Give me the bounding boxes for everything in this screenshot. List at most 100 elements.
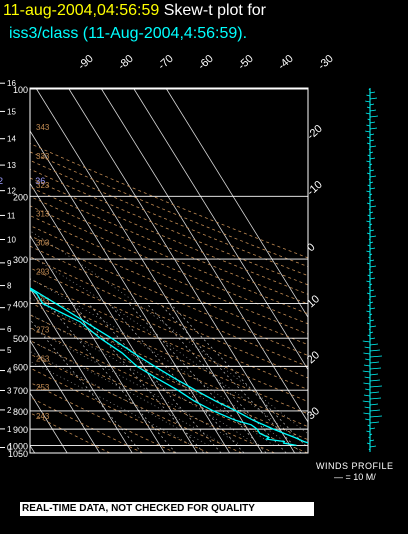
wind-barb: [369, 241, 374, 244]
dry-adiabat-line: [30, 327, 308, 453]
wind-barb: [368, 226, 371, 229]
mixing-ratio-label: 36: [35, 176, 45, 186]
wind-barb: [368, 436, 371, 439]
axis-labels: 1002003004005006007008009001000105001234…: [0, 53, 336, 459]
wind-barb: [366, 142, 371, 145]
wind-barb: [369, 433, 373, 436]
altitude-tick-label: 5: [7, 346, 12, 355]
isotherm-line: [0, 89, 2, 453]
wind-barb: [369, 331, 374, 334]
wind-barb: [367, 214, 371, 217]
wind-barb: [367, 424, 371, 427]
dry-adiabat-line: [30, 205, 308, 325]
theta-label-left: 293: [36, 268, 50, 277]
dry-adiabat-line: [30, 256, 308, 379]
theta-label-left: 263: [36, 354, 50, 363]
wind-barb: [368, 196, 371, 199]
wind-barb: [366, 310, 371, 313]
wind-barb: [369, 199, 375, 202]
wind-barb: [369, 385, 383, 388]
wind-barb: [369, 247, 376, 250]
wind-barb: [366, 430, 371, 433]
altitude-tick-label: 1: [7, 425, 12, 434]
wind-barb: [369, 343, 379, 346]
wind-barb: [369, 391, 380, 394]
isobar-lines: [30, 88, 308, 454]
wind-barb: [369, 235, 377, 238]
wind-barb: [369, 223, 373, 226]
wind-barb: [362, 340, 371, 343]
wind-barb: [369, 109, 377, 112]
isotherm-label-right: 0: [305, 241, 318, 254]
wind-barb: [365, 130, 371, 133]
altitude-tick-label: 6: [7, 325, 12, 334]
sounding-traces: [30, 287, 308, 447]
wind-barb: [369, 319, 375, 322]
isotherm-label-top: -60: [196, 53, 216, 73]
wind-barb: [369, 139, 375, 142]
altitude-tick-label: 3: [7, 386, 12, 395]
wind-barb: [368, 268, 371, 271]
chart-subtitle: iss3/class (11-Aug-2004,4:56:59).: [9, 25, 248, 42]
wind-profile: [362, 88, 383, 452]
plot-border: [29, 87, 309, 454]
chart-title: 11-aug-2004,04:56:59 Skew-t plot for: [3, 2, 266, 20]
wind-barb: [369, 181, 374, 184]
pressure-tick-label: 400: [13, 300, 28, 310]
wind-barb: [366, 202, 371, 205]
isotherm-line: [30, 339, 101, 453]
wind-barb: [369, 151, 374, 154]
wind-barb: [369, 439, 375, 442]
wind-barb: [369, 445, 377, 448]
temperature-line: [30, 287, 308, 444]
wind-barb: [367, 304, 371, 307]
title-timestamp: 11-aug-2004,04:56:59: [3, 2, 160, 19]
wind-barb: [369, 349, 381, 352]
wind-barb: [369, 277, 376, 280]
wind-barb: [368, 208, 371, 211]
wind-barb: [369, 313, 373, 316]
wind-barb: [369, 421, 380, 424]
wind-barb: [369, 103, 375, 106]
altitude-tick-label: 8: [7, 282, 12, 291]
wind-barb: [366, 160, 371, 163]
wind-barb: [368, 328, 371, 331]
isotherm-label-top: -50: [236, 53, 256, 73]
altitude-tick-label: 15: [7, 107, 16, 116]
wind-barb: [363, 352, 371, 355]
wind-barb: [369, 295, 377, 298]
wind-barb: [369, 373, 379, 376]
wind-barb: [369, 127, 378, 130]
dry-adiabat-line: [30, 245, 308, 367]
dry-adiabat-line: [30, 168, 308, 286]
wind-barb: [369, 211, 374, 214]
isotherm-line: [30, 444, 36, 453]
altitude-tick-label: 16: [7, 79, 16, 88]
theta-label-left: 243: [36, 412, 50, 421]
isotherm-line: [101, 88, 308, 423]
pressure-tick-label: 600: [13, 362, 28, 372]
mixing-ratio-label: 32: [0, 176, 3, 186]
wind-barb: [366, 280, 371, 283]
theta-label-left: 303: [36, 239, 50, 248]
dry-adiabat-line: [30, 151, 308, 268]
wind-barb: [368, 88, 371, 91]
isotherm-lines: [0, 88, 308, 453]
wind-barb: [369, 415, 383, 418]
pressure-tick-label: 300: [13, 255, 28, 265]
altitude-tick-label: 13: [7, 161, 16, 170]
wind-barb: [364, 346, 371, 349]
pressure-tick-label: 200: [13, 192, 28, 202]
wind-barb: [365, 100, 371, 103]
pressure-tick-label: 700: [13, 386, 28, 396]
wind-barb: [367, 184, 371, 187]
wind-barb: [367, 154, 371, 157]
wind-barb: [363, 382, 371, 385]
dry-adiabat-line: [30, 302, 308, 428]
wind-barb: [369, 283, 373, 286]
wind-barb: [369, 193, 373, 196]
altitude-tick-label: 2: [7, 406, 12, 415]
wind-barb: [369, 163, 373, 166]
wind-barb: [368, 178, 371, 181]
